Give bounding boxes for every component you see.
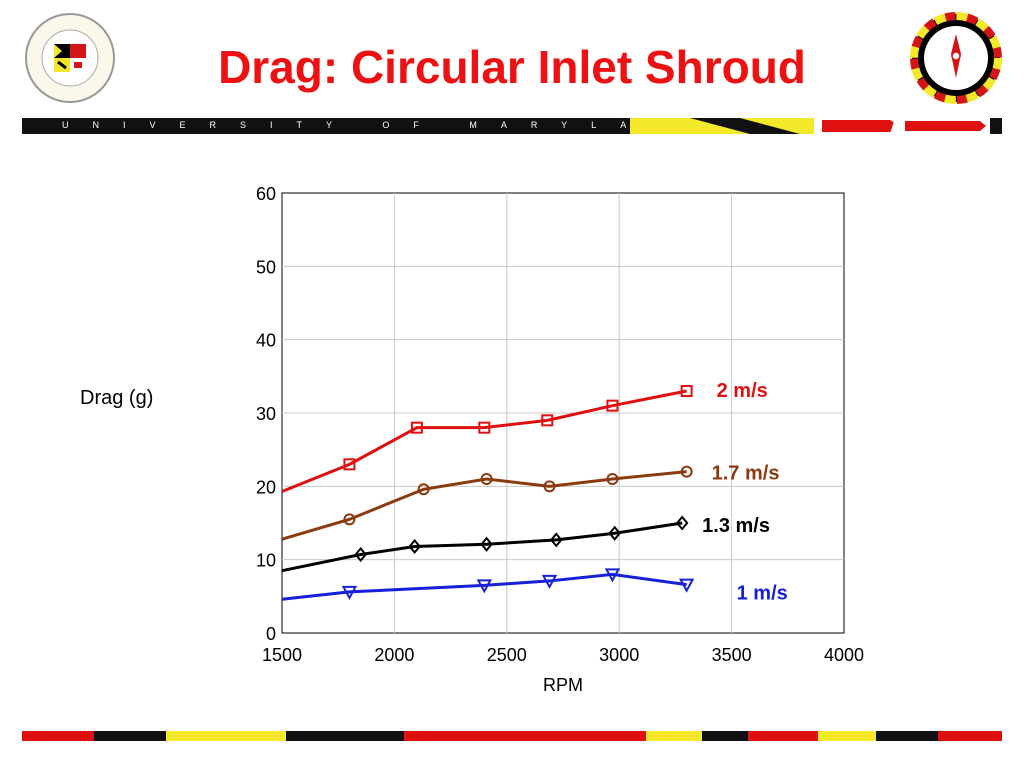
data-point-marker: [480, 473, 493, 485]
data-point-marker: [541, 574, 558, 590]
x-tick-label: 1500: [262, 645, 302, 665]
data-point-marker: [606, 473, 619, 485]
series-lines: [281, 385, 695, 601]
slide-title: Drag: Circular Inlet Shroud: [218, 41, 806, 93]
data-point-marker: [476, 579, 493, 594]
series-line: [281, 389, 687, 493]
data-point-marker: [675, 515, 689, 531]
series-label: 1.3 m/s: [702, 515, 770, 537]
data-point-marker: [410, 421, 423, 434]
data-point-marker: [543, 480, 556, 493]
series-line: [281, 572, 687, 601]
banner-yellow-block: [630, 118, 690, 134]
data-point-marker: [343, 458, 356, 471]
data-point-marker: [680, 385, 693, 397]
tick-labels: 1500 2000 2500 3000 3500 4000 0 10 20 30 40 50 60: [256, 184, 864, 665]
data-point-marker: [608, 525, 622, 541]
y-tick-label: 0: [266, 624, 276, 644]
y-tick-label: 50: [256, 257, 276, 277]
data-point-marker: [341, 585, 358, 601]
y-tick-label: 60: [256, 184, 276, 204]
data-point-marker: [408, 538, 421, 555]
data-point-marker: [354, 546, 367, 563]
y-tick-label: 40: [256, 331, 276, 351]
banner-text: UNIVERSITY OF MARYLAND: [62, 120, 712, 130]
x-tick-label: 3500: [712, 645, 752, 665]
y-tick-label: 10: [256, 551, 276, 571]
data-point-marker: [480, 536, 493, 552]
y-axis-label: Drag (g): [80, 387, 154, 409]
banner-flag-stripes: [690, 118, 990, 134]
rotorcraft-center-logo: [910, 12, 1002, 104]
y-tick-label: 20: [256, 477, 276, 497]
university-of-maryland-seal-logo: [25, 13, 115, 103]
data-point-marker: [604, 568, 621, 583]
x-tick-label: 2500: [487, 645, 527, 665]
series-line: [281, 470, 687, 541]
x-axis-label: RPM: [543, 675, 583, 695]
data-point-marker: [417, 483, 430, 496]
university-banner: UNIVERSITY OF MARYLAND: [22, 118, 1002, 134]
data-point-marker: [680, 465, 693, 478]
series-label: 1.7 m/s: [712, 463, 780, 485]
data-point-marker: [549, 532, 563, 548]
data-point-marker: [343, 513, 356, 526]
x-tick-label: 3000: [599, 645, 639, 665]
x-tick-label: 4000: [824, 645, 864, 665]
data-point-marker: [678, 578, 695, 593]
series-label: 2 m/s: [717, 380, 768, 402]
series-label: 1 m/s: [737, 583, 788, 605]
series-labels: 2 m/s 1.7 m/s 1.3 m/s 1 m/s: [702, 380, 788, 605]
data-point-marker: [606, 399, 619, 412]
data-point-marker: [478, 421, 491, 434]
series-line: [281, 521, 683, 573]
bottom-flag-strip: [22, 731, 1002, 741]
x-tick-label: 2000: [374, 645, 414, 665]
y-tick-label: 30: [256, 404, 276, 424]
data-point-marker: [541, 414, 554, 427]
grid-lines: [282, 193, 844, 633]
